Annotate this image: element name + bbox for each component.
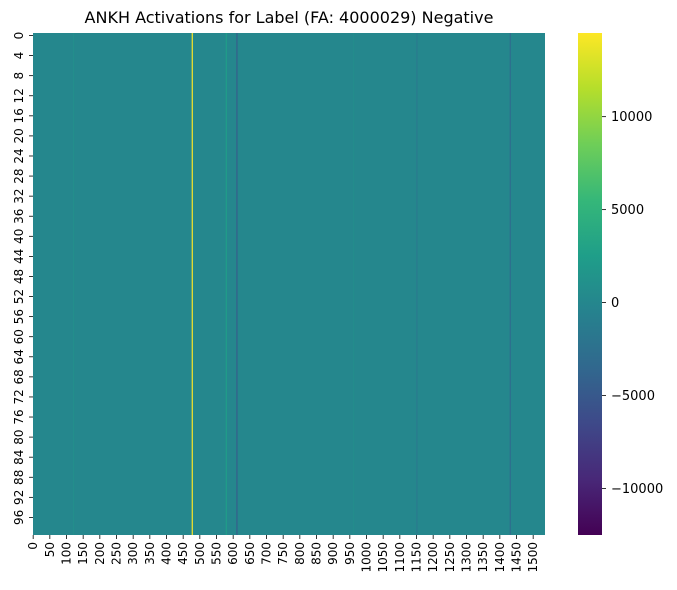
- colorbar-gradient: [578, 33, 602, 535]
- y-tick-label: 12: [12, 88, 26, 103]
- y-tick-label: 4: [12, 52, 26, 60]
- heatmap-column-610: [236, 33, 238, 535]
- x-tick-label: 1000: [360, 542, 374, 573]
- x-tick-label: 1250: [443, 542, 457, 573]
- heatmap-area: [33, 33, 545, 535]
- y-tick-label: 20: [12, 128, 26, 143]
- x-tick-label: 1300: [460, 542, 474, 573]
- chart-title: ANKH Activations for Label (FA: 4000029)…: [85, 8, 494, 27]
- y-tick-label: 8: [12, 72, 26, 80]
- colorbar-tick-label: −5000: [611, 389, 655, 404]
- colorbar-tick-label: 0: [611, 296, 619, 311]
- heatmap-column-1430: [509, 33, 511, 535]
- x-tick-label: 450: [176, 542, 190, 565]
- heatmap-column-120: [73, 33, 75, 535]
- x-tick-label: 50: [43, 542, 57, 557]
- x-tick-label: 1400: [493, 542, 507, 573]
- x-tick-label: 0: [26, 542, 40, 550]
- y-tick-label: 96: [12, 510, 26, 525]
- x-tick-label: 300: [126, 542, 140, 565]
- x-tick-label: 1100: [393, 542, 407, 573]
- y-tick-label: 40: [12, 229, 26, 244]
- x-tick-label: 950: [343, 542, 357, 565]
- x-tick-label: 250: [110, 542, 124, 565]
- x-tick-label: 500: [193, 542, 207, 565]
- x-tick-label: 200: [93, 542, 107, 565]
- x-tick-label: 1200: [426, 542, 440, 573]
- y-tick-label: 24: [12, 148, 26, 163]
- colorbar: −10000 −5000 0 5000 10000: [578, 33, 663, 535]
- x-tick-label: 600: [226, 542, 240, 565]
- x-tick-label: 850: [310, 542, 324, 565]
- y-axis: 0481216202428323640444852566064687276808…: [12, 32, 33, 525]
- y-tick-label: 88: [12, 470, 26, 485]
- y-tick-label: 60: [12, 329, 26, 344]
- colorbar-tick-label: −10000: [611, 482, 663, 497]
- x-tick-label: 700: [260, 542, 274, 565]
- colorbar-tick-label: 5000: [611, 203, 644, 218]
- y-tick-label: 92: [12, 490, 26, 505]
- heatmap-column-960: [353, 33, 355, 535]
- y-tick-label: 72: [12, 389, 26, 404]
- x-tick-label: 400: [160, 542, 174, 565]
- x-axis: 0 50 100 150 200 250 300 350 400 450 500 550 600 650 7…: [26, 535, 540, 573]
- heatmap-column-1150: [416, 33, 418, 535]
- x-tick-label: 750: [276, 542, 290, 565]
- x-tick-label: 900: [326, 542, 340, 565]
- y-tick-label: 32: [12, 188, 26, 203]
- x-tick-label: 1150: [410, 542, 424, 573]
- y-tick-label: 76: [12, 409, 26, 424]
- x-tick-label: 150: [76, 542, 90, 565]
- y-tick-label: 80: [12, 429, 26, 444]
- y-tick-label: 52: [12, 289, 26, 304]
- x-tick-label: 800: [293, 542, 307, 565]
- heatmap-column-578: [225, 33, 227, 535]
- x-tick-label: 550: [210, 542, 224, 565]
- y-tick-label: 0: [12, 32, 26, 40]
- y-tick-label: 48: [12, 269, 26, 284]
- y-tick-label: 64: [12, 349, 26, 364]
- x-tick-label: 100: [60, 542, 74, 565]
- x-tick-label: 350: [143, 542, 157, 565]
- heatmap-column-476: [191, 33, 193, 535]
- y-tick-label: 36: [12, 209, 26, 224]
- x-tick-label: 1350: [476, 542, 490, 573]
- colorbar-tick-label: 10000: [611, 110, 652, 125]
- y-tick-label: 44: [12, 249, 26, 264]
- y-tick-label: 28: [12, 168, 26, 183]
- y-tick-label: 56: [12, 309, 26, 324]
- y-tick-label: 68: [12, 369, 26, 384]
- y-tick-label: 16: [12, 108, 26, 123]
- x-tick-label: 1450: [510, 542, 524, 573]
- x-tick-label: 1050: [376, 542, 390, 573]
- x-tick-label: 650: [243, 542, 257, 565]
- heatmap-background: [33, 33, 545, 535]
- y-tick-label: 84: [12, 450, 26, 465]
- x-tick-label: 1500: [526, 542, 540, 573]
